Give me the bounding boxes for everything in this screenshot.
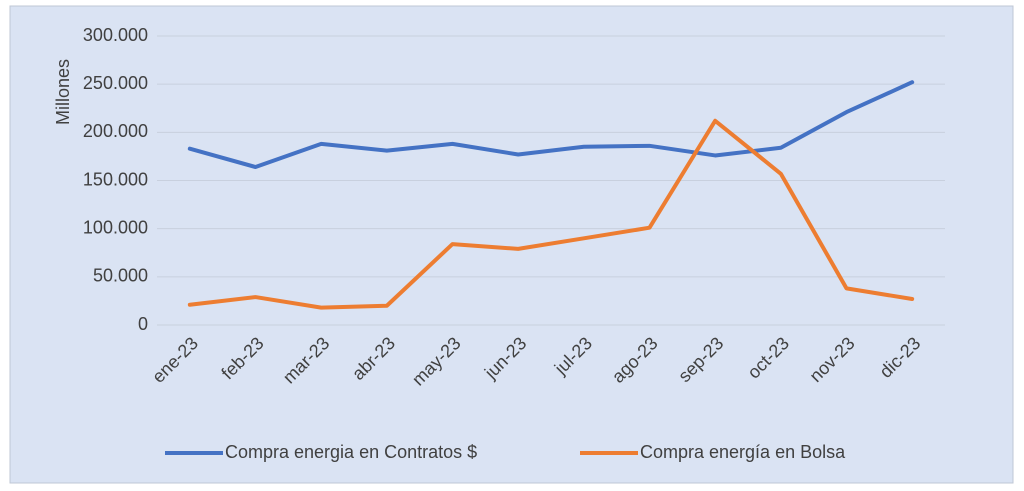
y-tick-label: 250.000 — [83, 73, 148, 93]
y-tick-label: 150.000 — [83, 169, 148, 189]
y-tick-label: 100.000 — [83, 217, 148, 237]
y-tick-label: 300.000 — [83, 25, 148, 45]
legend-label: Compra energia en Contratos $ — [225, 442, 477, 462]
legend-label: Compra energía en Bolsa — [640, 442, 846, 462]
y-tick-label: 200.000 — [83, 121, 148, 141]
y-tick-label: 0 — [138, 314, 148, 334]
y-tick-label: 50.000 — [93, 266, 148, 286]
chart-background — [9, 5, 1014, 484]
series-line — [187, 118, 915, 310]
series-line — [187, 80, 915, 170]
y-axis-label: Millones — [53, 59, 73, 125]
